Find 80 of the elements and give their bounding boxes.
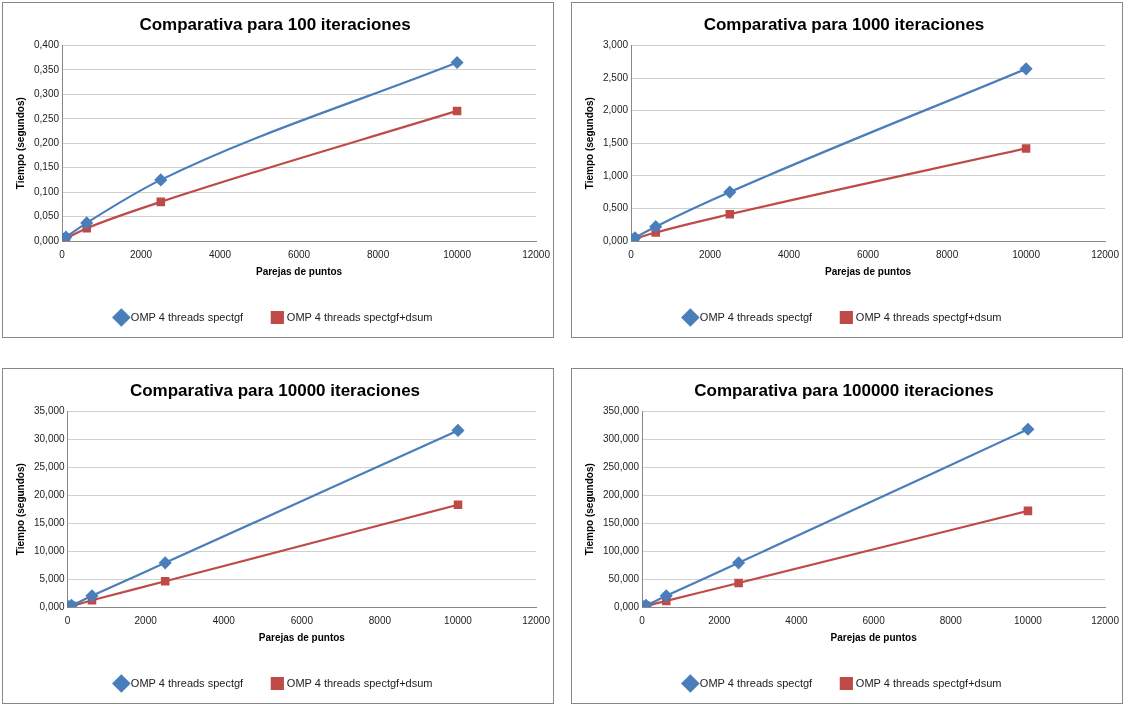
x-axis-title: Parejas de puntos xyxy=(830,631,918,643)
chart-title: Comparativa para 100 iteraciones xyxy=(139,14,411,34)
x-tick-label: 0 xyxy=(59,248,66,260)
x-tick-label: 10000 xyxy=(444,614,473,626)
chart-title: Comparativa para 1000 iteraciones xyxy=(703,14,985,34)
y-tick-label: 250,000 xyxy=(602,461,640,473)
x-tick-label: 8000 xyxy=(368,614,392,626)
x-tick-label: 6000 xyxy=(862,614,886,626)
x-tick-label: 10000 xyxy=(1012,248,1041,260)
y-axis-title: Tiempo (segundos) xyxy=(583,97,595,190)
y-tick-label: 30,000 xyxy=(33,433,66,445)
y-axis-title: Tiempo (segundos) xyxy=(583,463,595,556)
y-tick-label: 0,400 xyxy=(33,39,60,51)
y-tick-label: 20,000 xyxy=(33,488,66,500)
y-tick-label: 100,000 xyxy=(602,544,640,556)
x-tick-label: 2000 xyxy=(698,248,722,260)
y-tick-label: 10,000 xyxy=(33,544,66,556)
legend-label: OMP 4 threads spectgf xyxy=(699,310,814,323)
x-tick-label: 4000 xyxy=(208,248,232,260)
x-tick-label: 4000 xyxy=(785,614,809,626)
y-tick-label: 150,000 xyxy=(602,516,640,528)
x-tick-label: 10000 xyxy=(443,248,472,260)
y-tick-label: 0,350 xyxy=(33,63,60,75)
x-axis-title: Parejas de puntos xyxy=(824,265,912,277)
legend-label: OMP 4 threads spectgf xyxy=(130,310,245,323)
y-axis-title: Tiempo (segundos) xyxy=(14,463,26,556)
chart-title: Comparativa para 10000 iteraciones xyxy=(129,380,421,400)
x-tick-label: 6000 xyxy=(856,248,880,260)
x-tick-label: 8000 xyxy=(939,614,963,626)
y-tick-label: 0,000 xyxy=(33,234,60,246)
chart-title: Comparativa para 100000 iteraciones xyxy=(694,380,994,400)
x-tick-label: 12000 xyxy=(522,248,551,260)
legend-label: OMP 4 threads spectgf+dsum xyxy=(286,310,433,323)
x-tick-label: 2000 xyxy=(129,248,153,260)
x-tick-label: 0 xyxy=(628,248,635,260)
y-tick-label: 0,150 xyxy=(33,161,60,173)
y-tick-label: 50,000 xyxy=(608,572,640,584)
y-tick-label: 1,500 xyxy=(602,136,629,148)
y-tick-label: 0,250 xyxy=(33,112,60,124)
legend-label: OMP 4 threads spectgf xyxy=(699,676,814,689)
x-tick-label: 0 xyxy=(64,614,71,626)
x-axis-title: Parejas de puntos xyxy=(258,631,346,643)
y-tick-label: 0,200 xyxy=(33,136,60,148)
y-tick-label: 0,050 xyxy=(33,210,60,222)
y-tick-label: 0,300 xyxy=(33,88,60,100)
y-tick-label: 0,000 xyxy=(602,234,629,246)
x-tick-label: 8000 xyxy=(366,248,390,260)
y-tick-label: 0,100 xyxy=(33,185,60,197)
y-axis-title: Tiempo (segundos) xyxy=(14,97,26,190)
legend-label: OMP 4 threads spectgf+dsum xyxy=(855,310,1002,323)
x-tick-label: 2000 xyxy=(708,614,731,626)
x-tick-label: 0 xyxy=(639,614,646,626)
x-tick-label: 6000 xyxy=(290,614,314,626)
y-tick-label: 5,000 xyxy=(39,572,66,584)
y-tick-label: 0,000 xyxy=(39,600,66,612)
y-tick-label: 2,500 xyxy=(602,71,629,83)
x-tick-label: 12000 xyxy=(522,614,551,626)
y-tick-label: 1,000 xyxy=(602,169,629,181)
y-tick-label: 15,000 xyxy=(33,516,66,528)
legend-label: OMP 4 threads spectgf+dsum xyxy=(286,676,433,689)
x-tick-label: 4000 xyxy=(212,614,236,626)
x-tick-label: 4000 xyxy=(777,248,801,260)
y-tick-label: 0,000 xyxy=(614,600,640,612)
y-tick-label: 300,000 xyxy=(602,433,640,445)
y-tick-label: 35,000 xyxy=(33,405,66,417)
x-axis-title: Parejas de puntos xyxy=(255,265,343,277)
y-tick-label: 25,000 xyxy=(33,461,66,473)
x-tick-label: 10000 xyxy=(1014,614,1043,626)
x-tick-label: 12000 xyxy=(1091,248,1120,260)
x-tick-label: 12000 xyxy=(1091,614,1120,626)
y-tick-label: 0,500 xyxy=(602,202,629,214)
y-tick-label: 200,000 xyxy=(602,488,640,500)
legend-label: OMP 4 threads spectgf+dsum xyxy=(855,676,1002,689)
y-tick-label: 2,000 xyxy=(602,104,629,116)
x-tick-label: 8000 xyxy=(935,248,959,260)
x-tick-label: 2000 xyxy=(134,614,158,626)
legend-label: OMP 4 threads spectgf xyxy=(130,676,245,689)
y-tick-label: 3,000 xyxy=(602,39,629,51)
x-tick-label: 6000 xyxy=(287,248,311,260)
y-tick-label: 350,000 xyxy=(602,405,640,417)
